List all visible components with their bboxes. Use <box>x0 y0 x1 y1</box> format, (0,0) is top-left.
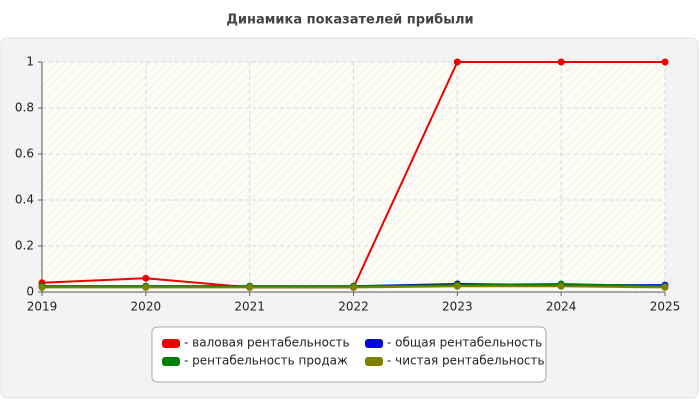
legend-label: - валовая рентабельность <box>184 336 350 350</box>
x-tick-label: 2019 <box>27 300 58 314</box>
legend <box>151 326 547 383</box>
point <box>350 283 357 291</box>
y-tick-label: 0.2 <box>15 239 34 253</box>
point <box>453 282 461 290</box>
legend-swatch <box>365 339 383 348</box>
legend-swatch <box>162 357 180 366</box>
point <box>246 283 254 291</box>
y-tick-label: 1 <box>26 55 34 69</box>
x-tick-label: 2023 <box>442 300 473 314</box>
x-tick-label: 2021 <box>234 300 265 314</box>
legend-label: - чистая рентабельность <box>387 354 545 368</box>
legend-swatch <box>365 357 383 366</box>
x-tick-label: 2020 <box>131 300 162 314</box>
y-tick-label: 0.8 <box>15 101 34 115</box>
point <box>38 283 46 291</box>
point <box>142 283 150 291</box>
point <box>661 283 669 291</box>
point <box>661 58 669 66</box>
y-tick-label: 0.4 <box>15 193 34 207</box>
point <box>557 282 565 290</box>
point <box>453 58 461 66</box>
y-tick-label: 0.6 <box>15 147 34 161</box>
x-tick-label: 2022 <box>338 300 369 314</box>
point <box>557 58 565 66</box>
y-tick-label: 0 <box>26 285 34 299</box>
legend-label: - общая рентабельность <box>387 336 542 350</box>
chart-title: Динамика показателей прибыли <box>226 13 473 28</box>
x-tick-label: 2025 <box>650 300 681 314</box>
point <box>142 274 150 282</box>
legend-swatch <box>162 339 180 348</box>
x-tick-label: 2024 <box>546 300 577 314</box>
legend-label: - рентабельность продаж <box>184 354 348 368</box>
